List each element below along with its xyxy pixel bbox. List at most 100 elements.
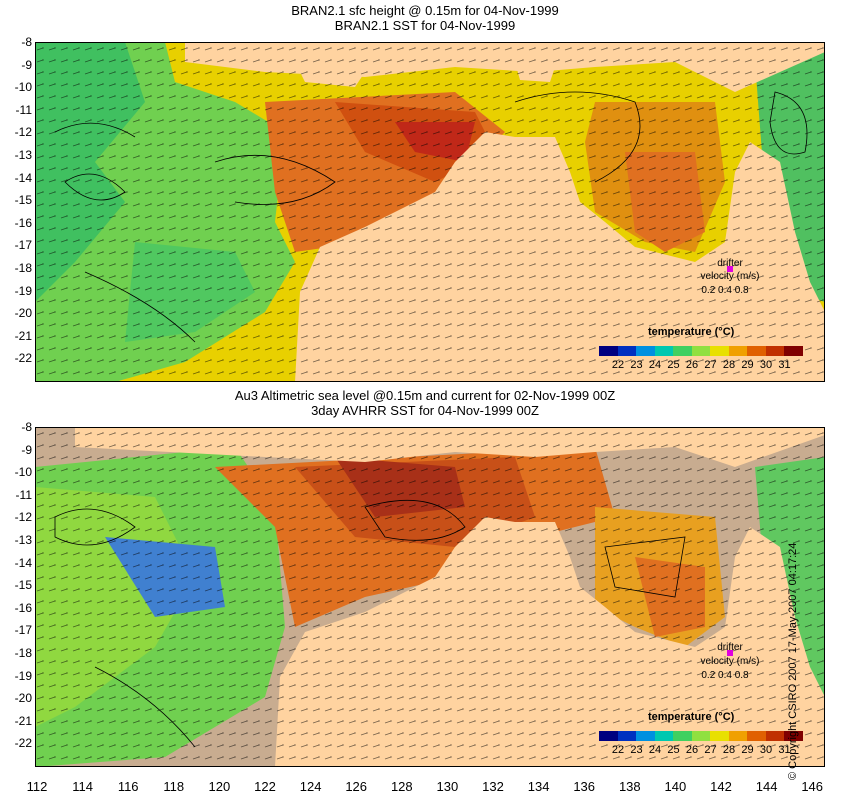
top-colorbar-swatch [636, 346, 656, 356]
lon-label: 112 [26, 779, 48, 794]
top-lat-label: -12 [14, 125, 32, 140]
bottom-colorbar-swatch [599, 731, 619, 741]
bottom-colorbar-label: 31 [778, 744, 791, 756]
bottom-colorbar-label: 30 [759, 744, 773, 756]
bottom-lat-label: -20 [14, 691, 32, 706]
bottom-lat-label: -21 [14, 713, 32, 728]
bottom-colorbar-swatch [654, 731, 674, 741]
bottom-lat-label: -12 [14, 510, 32, 525]
bottom-colorbar-label: 24 [648, 744, 662, 756]
bottom-lat-label: -19 [14, 668, 32, 683]
bottom-colorbar-label: 28 [722, 744, 736, 756]
bottom-colorbar-label: 23 [630, 744, 643, 756]
top-lat-label: -17 [14, 238, 32, 253]
lon-label: 118 [163, 779, 185, 794]
lon-label: 134 [527, 779, 550, 794]
top-colorbar-label: 30 [759, 359, 773, 371]
top-colorbar-swatch [747, 346, 767, 356]
bottom-title-line2: 3day AVHRR SST for 04-Nov-1999 00Z [311, 403, 539, 418]
top-colorbar-label: 28 [722, 359, 736, 371]
top-colorbar-label: 25 [667, 359, 680, 371]
top-sst-map [35, 42, 825, 382]
top-colorbar-swatch [765, 346, 785, 356]
top-lat-label: -8 [21, 35, 32, 49]
bottom-drifter-velocity-label: velocity (m/s) [700, 656, 760, 667]
lon-label: 124 [299, 779, 322, 794]
bottom-drifter-marker [727, 650, 733, 656]
top-lat-label: -19 [14, 283, 32, 298]
bottom-lat-label: -17 [14, 623, 32, 638]
bottom-sst-map [35, 427, 825, 767]
bottom-drifter-label: drifter [717, 642, 743, 653]
top-lat-label: -9 [21, 57, 32, 72]
lon-label: 120 [208, 779, 231, 794]
bottom-drifter-scale: 0.2 0.4 0.8 [701, 670, 749, 681]
bottom-colorbar-swatch [784, 731, 804, 741]
bottom-colorbar-label: 22 [611, 744, 625, 756]
bottom-colorbar-swatch [747, 731, 767, 741]
lon-label: 126 [345, 779, 368, 794]
top-colorbar-swatch [599, 346, 619, 356]
lon-label: 144 [755, 779, 778, 794]
copyright-text: © Copyright CSIRO 2007 17-May-2007 04:17… [787, 542, 799, 780]
bottom-colorbar-swatch [617, 731, 637, 741]
bottom-colorbar-label: 27 [704, 744, 717, 756]
bottom-colorbar-swatch [710, 731, 730, 741]
lon-label: 146 [801, 779, 824, 794]
bottom-lat-label: -18 [14, 646, 32, 660]
bottom-colorbar-label: 29 [741, 744, 754, 756]
bottom-colorbar-label: 25 [667, 744, 680, 756]
bottom-lat-label: -13 [14, 533, 32, 547]
bottom-colorbar-swatch [691, 731, 711, 741]
bottom-map-panel [35, 427, 825, 767]
top-colorbar-swatch [728, 346, 748, 356]
top-lat-label: -14 [14, 170, 32, 185]
top-lat-label: -15 [14, 193, 32, 208]
top-colorbar-label: 29 [741, 359, 754, 371]
top-colorbar-label: 23 [630, 359, 643, 371]
bottom-lat-label: -10 [14, 465, 32, 480]
top-colorbar-swatch [691, 346, 711, 356]
top-colorbar-label: 27 [704, 359, 717, 371]
top-drifter-scale: 0.2 0.4 0.8 [701, 285, 749, 296]
top-colorbar-swatch [710, 346, 730, 356]
bottom-lat-label: -9 [21, 442, 32, 457]
top-colorbar-swatch [654, 346, 674, 356]
top-drifter-marker [727, 266, 733, 272]
top-colorbar-title: temperature (°C) [648, 326, 735, 338]
top-lat-label: -21 [14, 328, 32, 343]
bottom-colorbar-swatch [636, 731, 656, 741]
top-colorbar-label: 26 [685, 359, 699, 371]
top-colorbar-label: 24 [648, 359, 662, 371]
bottom-colorbar-swatch [765, 731, 785, 741]
bottom-lat-label: -15 [14, 578, 32, 593]
bottom-colorbar-title: temperature (°C) [648, 711, 735, 723]
bottom-lat-label: -14 [14, 555, 32, 570]
top-colorbar-swatch [617, 346, 637, 356]
top-lat-label: -13 [14, 148, 32, 162]
top-colorbar-label: 31 [778, 359, 791, 371]
lon-label: 130 [436, 779, 459, 794]
lon-label: 140 [664, 779, 687, 794]
bottom-lat-label: -8 [21, 420, 32, 434]
top-lat-label: -16 [14, 215, 32, 230]
lon-label: 136 [573, 779, 596, 794]
top-map-panel [35, 42, 825, 382]
top-drifter-velocity-label: velocity (m/s) [700, 271, 760, 282]
lon-label: 128 [390, 779, 413, 794]
lon-label: 132 [482, 779, 504, 794]
top-lat-label: -20 [14, 306, 32, 321]
bottom-colorbar-swatch [728, 731, 748, 741]
top-colorbar-swatch [673, 346, 693, 356]
bottom-title-line1: Au3 Altimetric sea level @0.15m and curr… [234, 388, 616, 403]
lon-label: 116 [117, 779, 139, 794]
lon-label: 138 [618, 779, 641, 794]
top-lat-label: -10 [14, 80, 32, 95]
lon-label: 122 [254, 779, 276, 794]
top-lat-label: -22 [14, 351, 32, 366]
lon-label: 114 [72, 779, 93, 794]
top-colorbar-label: 22 [611, 359, 625, 371]
bottom-lat-label: -11 [15, 487, 32, 502]
top-title-line2: BRAN2.1 SST for 04-Nov-1999 [334, 18, 516, 33]
bottom-colorbar-label: 26 [685, 744, 699, 756]
